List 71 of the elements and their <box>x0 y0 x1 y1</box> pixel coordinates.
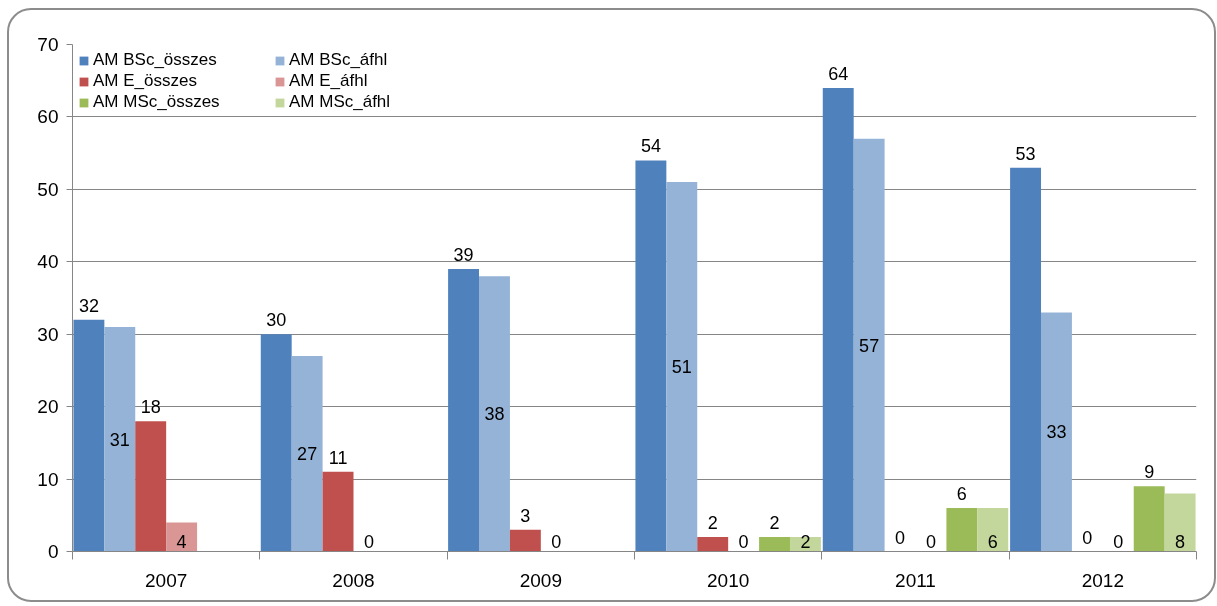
legend-label: AM BSc_áfhl <box>289 50 389 70</box>
bar <box>1133 486 1165 552</box>
y-tick-label: 0 <box>47 541 59 562</box>
data-label: 6 <box>956 484 967 505</box>
bar <box>260 334 292 552</box>
bar <box>104 326 136 552</box>
legend-label: AM MSc_áfhl <box>289 92 392 112</box>
data-label: 0 <box>1082 527 1093 548</box>
y-tick-label: 30 <box>37 323 59 345</box>
legend-label: AM BSc_összes <box>93 50 218 70</box>
data-label: 54 <box>640 136 661 157</box>
bar <box>697 537 729 552</box>
y-tick-label: 10 <box>37 468 59 490</box>
bar <box>635 160 667 552</box>
data-label: 39 <box>453 245 474 266</box>
x-tick-label: 2008 <box>332 569 375 591</box>
bar <box>291 355 323 552</box>
bar <box>135 421 167 552</box>
y-tick-label: 50 <box>37 178 59 200</box>
x-tick-label: 2009 <box>519 569 562 591</box>
y-tick-label: 40 <box>37 251 59 273</box>
x-tick-label: 2007 <box>145 569 188 591</box>
data-label: 33 <box>1046 422 1067 443</box>
data-label: 30 <box>266 310 287 331</box>
bar <box>509 529 541 552</box>
bar <box>1164 493 1196 552</box>
data-label: 57 <box>859 335 880 356</box>
data-label: 2 <box>707 513 718 534</box>
data-label: 0 <box>895 527 906 548</box>
x-tick-label: 2012 <box>1081 569 1124 591</box>
bar <box>1010 167 1042 552</box>
data-label: 2 <box>800 531 811 552</box>
bar <box>448 269 480 552</box>
data-label: 27 <box>297 444 318 465</box>
data-label: 6 <box>987 531 998 552</box>
data-label: 51 <box>671 357 692 378</box>
data-label: 38 <box>484 404 505 425</box>
bar <box>73 319 105 552</box>
data-label: 53 <box>1015 143 1036 164</box>
legend-label: AM E_összes <box>93 71 198 91</box>
y-tick-label: 70 <box>37 34 59 55</box>
data-label: 2 <box>769 513 780 534</box>
bar <box>479 276 510 552</box>
data-label: 9 <box>1144 462 1155 483</box>
legend-label: AM E_áfhl <box>289 71 369 91</box>
bar <box>666 182 698 552</box>
data-label: 31 <box>109 429 130 450</box>
data-label: 0 <box>738 531 749 552</box>
data-label: 3 <box>520 505 531 526</box>
x-tick-label: 2010 <box>707 569 750 591</box>
bar <box>1041 312 1072 552</box>
data-label: 32 <box>78 295 99 316</box>
bar <box>759 537 790 552</box>
bar <box>853 138 885 552</box>
data-label: 8 <box>1175 531 1186 552</box>
y-tick-label: 20 <box>37 396 59 418</box>
bar <box>822 87 854 552</box>
x-tick-label: 2011 <box>895 569 936 591</box>
data-label: 4 <box>176 531 187 552</box>
data-label: 0 <box>925 531 936 552</box>
bar <box>977 508 1009 552</box>
data-label: 0 <box>1113 531 1124 552</box>
data-label: 11 <box>328 447 348 468</box>
legend-label: AM MSc_összes <box>93 92 221 112</box>
y-tick-label: 60 <box>37 106 59 128</box>
data-label: 0 <box>551 531 562 552</box>
bar <box>322 471 354 552</box>
data-label: 64 <box>828 63 849 84</box>
data-label: 18 <box>140 397 161 418</box>
data-label: 0 <box>363 531 374 552</box>
bar <box>946 508 978 552</box>
